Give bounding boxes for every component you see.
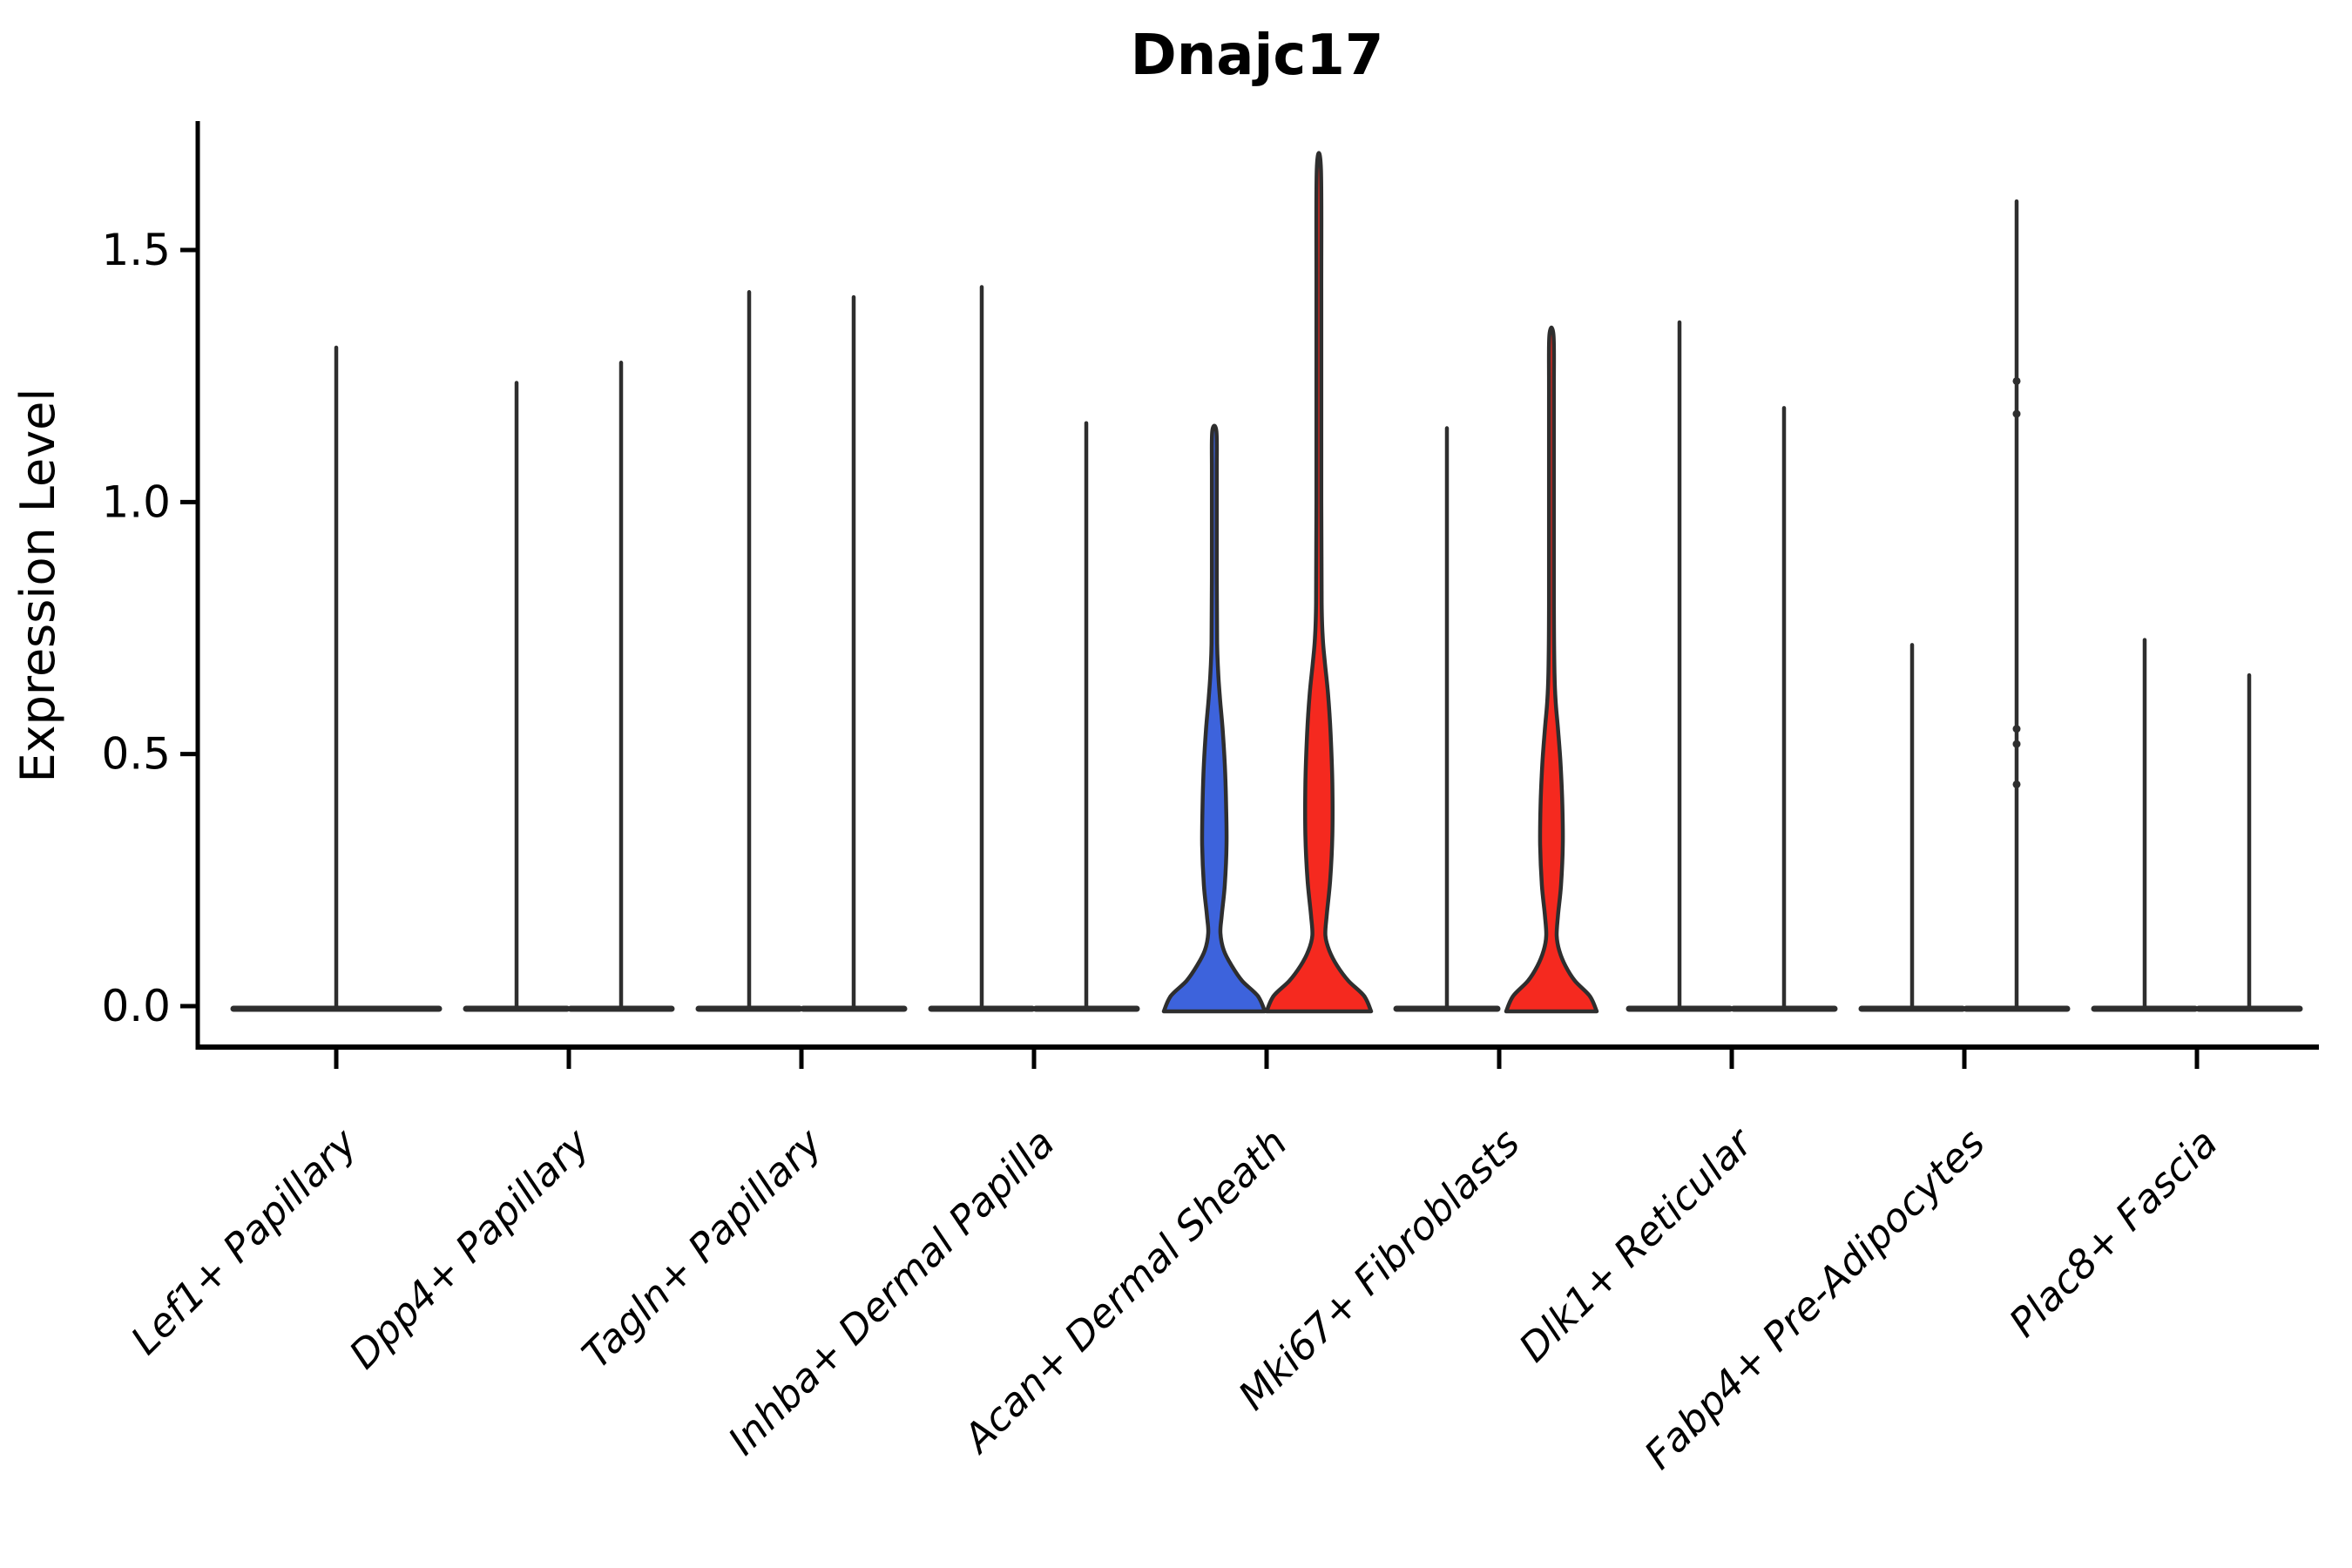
violin-acan-dermal-sheath-left	[1161, 423, 1267, 1014]
x-tick-label: Dlk1+ Reticular	[1510, 1119, 1762, 1371]
x-tick-label: Tagln+ Papillary	[573, 1119, 832, 1377]
y-tick-label: 0.5	[101, 729, 171, 780]
violins-layer	[230, 151, 2303, 1014]
outlier-point	[2012, 780, 2021, 788]
x-tick-label: Dpp4+ Papillary	[341, 1119, 599, 1377]
x-tick-label: Lef1+ Papillary	[122, 1119, 367, 1363]
outlier-point	[2012, 740, 2021, 748]
y-tick-label: 0.0	[101, 981, 171, 1031]
outlier-point	[2012, 409, 2021, 418]
outlier-point	[2012, 376, 2021, 385]
outlier-point	[2012, 725, 2021, 733]
plot-title: Dnajc17	[1131, 24, 1384, 88]
y-axis-label: Expression Level	[10, 389, 65, 783]
y-tick-label: 1.0	[101, 476, 171, 527]
y-tick-label: 1.5	[101, 225, 171, 275]
violin-acan-dermal-sheath-right	[1264, 151, 1374, 1014]
violin-mki67-fibroblasts-right	[1504, 325, 1599, 1014]
x-tick-label: Plac8+ Fascia	[2000, 1119, 2227, 1346]
